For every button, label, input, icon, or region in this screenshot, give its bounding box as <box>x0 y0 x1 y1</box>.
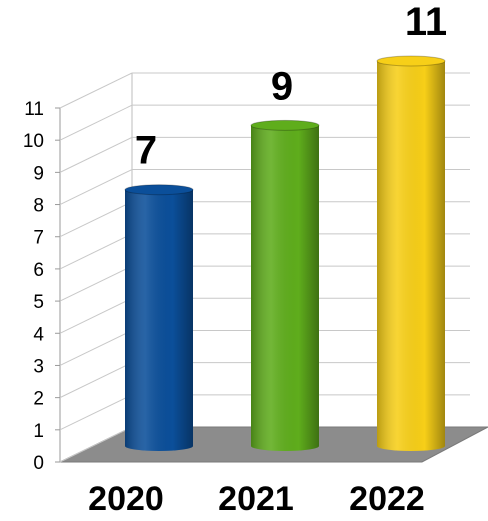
y-tick-label: 6 <box>33 260 44 281</box>
gridline-side <box>59 72 133 109</box>
gridline-side <box>59 136 133 173</box>
bar-2022 <box>376 55 446 451</box>
y-tick-label: 3 <box>33 356 44 377</box>
y-tick-label: 0 <box>33 453 44 474</box>
x-tick-label: 2020 <box>88 480 164 516</box>
x-tick-label: 2022 <box>349 480 425 516</box>
y-tick-label: 4 <box>33 324 44 345</box>
x-axis: 2020 2021 2022 <box>88 480 425 518</box>
gridline-side <box>59 169 133 205</box>
data-label-2020: 7 <box>135 129 157 173</box>
x-tick-label: 2021 <box>218 480 294 516</box>
data-label-2021: 9 <box>271 64 293 108</box>
gridline-side <box>59 201 133 238</box>
bar-2020 <box>124 184 194 451</box>
y-tick-label: 5 <box>33 292 44 313</box>
gridline-side <box>59 426 133 463</box>
gridline-side <box>59 104 133 141</box>
bar-cap <box>376 55 446 67</box>
bars <box>124 55 446 451</box>
bar-2021 <box>250 119 320 451</box>
y-tick-label: 1 <box>33 421 44 442</box>
gridline-side <box>59 233 133 270</box>
y-tick-label: 7 <box>33 228 44 249</box>
y-tick-label: 2 <box>33 389 44 410</box>
y-tick-label: 9 <box>33 163 44 184</box>
bar-cap <box>124 184 194 196</box>
y-tick-label: 11 <box>24 99 44 120</box>
y-axis: 0 1 2 3 4 5 6 7 8 9 10 11 <box>23 99 60 474</box>
y-tick-label: 8 <box>33 196 44 217</box>
data-label-2022: 11 <box>405 0 447 44</box>
gridline-side <box>59 330 133 366</box>
gridline-side <box>59 394 133 431</box>
data-labels: 7 9 11 <box>135 0 447 173</box>
gridline-side <box>59 362 133 399</box>
bar-cap <box>250 119 320 131</box>
y-tick-label: 10 <box>23 131 44 152</box>
gridline-side <box>59 265 133 302</box>
gridline-side <box>59 297 133 334</box>
